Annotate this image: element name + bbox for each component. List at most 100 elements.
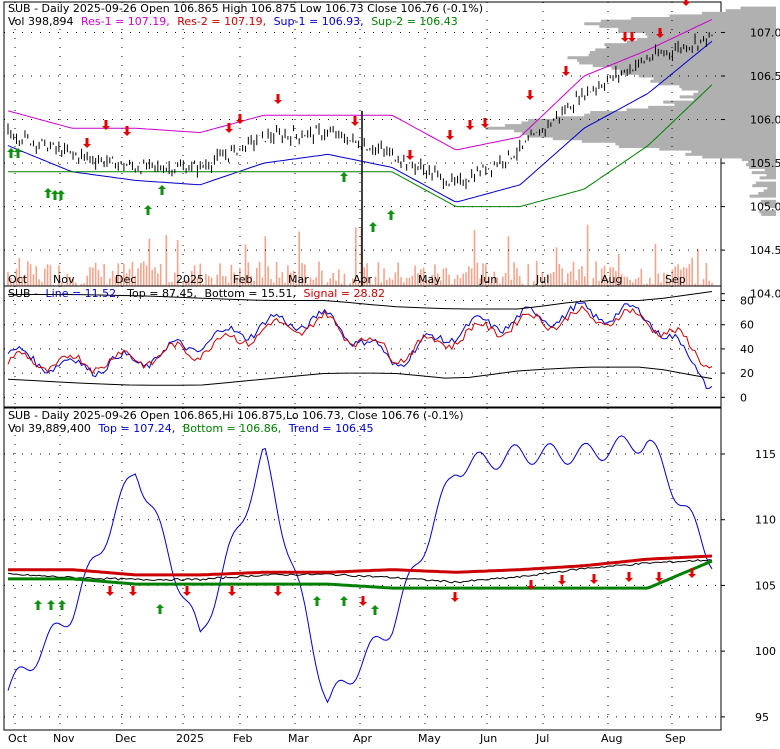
down-arrow: [225, 123, 233, 133]
volume-bar: [332, 272, 334, 298]
y-tick-label: 104.0: [750, 288, 780, 301]
price-header-sup1: Sup-1 = 106.93,: [274, 15, 364, 28]
down-arrow: [83, 138, 91, 148]
profile-bar: [766, 173, 776, 177]
volume-bar: [482, 263, 484, 298]
volume-bar: [691, 257, 694, 298]
profile-bar: [740, 6, 776, 10]
profile-bar: [552, 137, 776, 141]
volume-bar: [685, 267, 688, 298]
profile-bar: [605, 45, 776, 49]
volume-bar: [507, 236, 510, 298]
price-header-res2: Res-2 = 107.19,: [177, 15, 266, 28]
volume-bar: [595, 261, 597, 298]
volume-bar: [103, 263, 105, 298]
osc-y-tick-label: 80: [740, 295, 754, 308]
profile-bar: [650, 79, 776, 83]
profile-bar: [761, 212, 776, 216]
volume-bar: [674, 266, 677, 298]
volume-bar: [445, 267, 448, 298]
osc-y-tick-label: 60: [740, 319, 754, 332]
volume-bar: [287, 265, 289, 298]
profile-bar: [653, 77, 776, 81]
y-tick-label: 104.5: [750, 244, 780, 257]
trend-header-bottom: Bottom = 106.86,: [183, 422, 282, 435]
osc-header-signal: Signal = 28.82: [303, 287, 385, 300]
volume-bar: [281, 272, 284, 298]
trend-x-tick-label: Nov: [53, 732, 75, 745]
osc-line-line: [7, 301, 713, 389]
up-arrow: [7, 148, 15, 158]
volume-bar: [148, 238, 151, 298]
line-sup-1: [7, 40, 713, 203]
up-arrow: [387, 210, 395, 220]
up-arrow: [57, 190, 65, 200]
volume-bar: [140, 263, 142, 298]
profile-bar: [747, 160, 776, 164]
profile-bar: [745, 163, 776, 167]
x-tick-label: Apr: [353, 273, 373, 286]
profile-bar: [513, 129, 776, 133]
trend-y-tick-label: 105: [755, 579, 776, 592]
volume-bar: [414, 265, 416, 298]
down-arrow: [656, 28, 664, 38]
x-tick-label: Jun: [479, 273, 497, 286]
volume-bar: [581, 266, 583, 298]
osc-header-top: Top = 87.45,: [126, 287, 197, 300]
svg-text:SUB - Line = 11.52,: SUB - Line = 11.52, Top = 87.45, Bottom …: [8, 287, 385, 300]
trend-up-arrow: [313, 596, 321, 606]
volume-bar: [363, 267, 366, 298]
volume-bar: [442, 268, 445, 298]
profile-bar: [604, 43, 776, 47]
profile-bar: [681, 87, 776, 91]
volume-bar: [476, 262, 479, 298]
x-tick-label: Jul: [535, 273, 549, 286]
volume-bar: [612, 267, 614, 298]
profile-bar: [618, 27, 776, 31]
down-arrow: [236, 114, 244, 124]
profile-bar: [767, 186, 776, 190]
volume-bar: [247, 262, 250, 298]
line-res-1: [7, 18, 713, 151]
volume-bar: [561, 268, 563, 298]
volume-bar: [663, 272, 665, 298]
volume-profile: [485, 6, 776, 216]
trend-up-arrow: [156, 604, 164, 614]
line-sup-2: [8, 84, 713, 208]
profile-bar: [751, 171, 776, 175]
profile-bar: [645, 32, 776, 36]
profile-bar: [755, 181, 776, 185]
trend-up-arrow: [47, 600, 55, 610]
volume-bar: [366, 263, 368, 298]
volume-bar: [7, 272, 9, 298]
profile-bar: [631, 17, 776, 21]
profile-bar: [658, 82, 776, 86]
volume-bar: [117, 263, 120, 298]
volume-bar: [219, 263, 221, 298]
profile-bar: [663, 100, 776, 104]
price-x-axis: Oct Nov Dec 2025 Feb Mar Apr May Jun Jul Aug Sep: [8, 273, 686, 286]
profile-bar: [647, 35, 776, 39]
oscillator-panel: 80 60 40 20 0 SUB - Line = 11.52, Top = 87.4…: [3, 285, 754, 408]
x-tick-label: May: [418, 273, 441, 286]
price-lines: [7, 18, 713, 208]
volume-bar: [603, 265, 606, 298]
trend-down-arrow: [106, 586, 114, 596]
y-tick-label: 107.0: [750, 26, 780, 39]
volume-bar: [35, 266, 38, 298]
volume-bar: [541, 271, 544, 298]
down-arrow: [481, 118, 489, 128]
volume-bar: [473, 230, 476, 298]
profile-bar: [674, 103, 776, 107]
x-tick-label: Aug: [601, 273, 622, 286]
volume-bar: [354, 227, 357, 298]
volume-bar: [174, 272, 176, 298]
volume-bar: [394, 272, 397, 298]
trend-down-arrow: [558, 575, 566, 585]
volume-bar: [465, 272, 467, 298]
trend-x-tick-label: Feb: [233, 732, 252, 745]
volume-bar: [586, 224, 589, 298]
trend-down-arrow: [129, 586, 137, 596]
up-arrow: [44, 188, 52, 198]
